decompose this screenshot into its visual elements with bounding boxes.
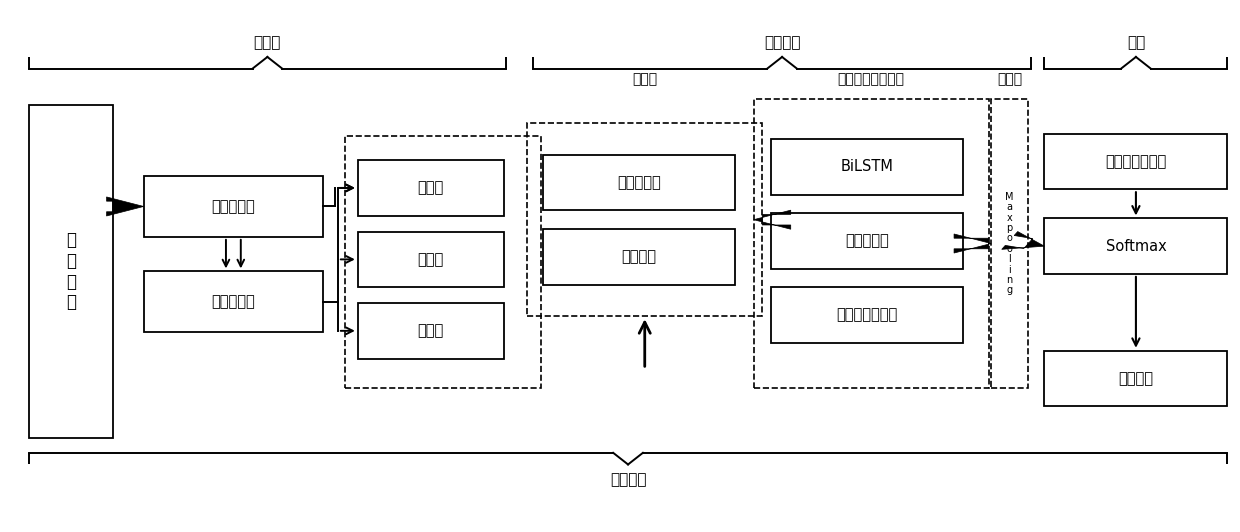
Text: M
a
x
p
o
o
l
i
n
g: M a x p o o l i n g	[1006, 192, 1014, 295]
Text: 位置向量: 位置向量	[621, 249, 657, 264]
Text: 分类: 分类	[1127, 36, 1145, 51]
FancyBboxPatch shape	[771, 139, 962, 195]
FancyBboxPatch shape	[771, 287, 962, 343]
Text: BiLSTM: BiLSTM	[841, 159, 893, 174]
Text: 构建事件对: 构建事件对	[212, 294, 255, 309]
Text: 测试集: 测试集	[418, 252, 444, 267]
Polygon shape	[754, 210, 791, 229]
FancyBboxPatch shape	[1044, 218, 1228, 274]
FancyBboxPatch shape	[357, 303, 503, 359]
Text: 训练集: 训练集	[418, 180, 444, 195]
Text: 验证集: 验证集	[418, 323, 444, 338]
FancyBboxPatch shape	[144, 271, 324, 332]
FancyBboxPatch shape	[771, 213, 962, 269]
Text: 双向交叉注意力层: 双向交叉注意力层	[838, 72, 905, 86]
Text: 模型构建: 模型构建	[764, 36, 800, 51]
FancyBboxPatch shape	[543, 229, 735, 285]
FancyBboxPatch shape	[1044, 351, 1228, 406]
FancyBboxPatch shape	[543, 155, 735, 211]
Text: 注意力机制: 注意力机制	[844, 234, 889, 248]
FancyBboxPatch shape	[144, 176, 324, 237]
FancyBboxPatch shape	[1044, 134, 1228, 189]
Text: 筛选，标记: 筛选，标记	[212, 199, 255, 214]
FancyBboxPatch shape	[357, 231, 503, 287]
Text: 编码层: 编码层	[632, 72, 657, 86]
Text: 语
料
收
集: 语 料 收 集	[66, 231, 76, 312]
Text: Softmax: Softmax	[1106, 239, 1167, 254]
Text: 池化层: 池化层	[997, 72, 1022, 86]
Text: 交叉注意力机制: 交叉注意力机制	[836, 307, 898, 322]
Text: 识别结果: 识别结果	[1118, 371, 1153, 386]
Text: 识别过程: 识别过程	[610, 472, 646, 487]
Text: 事件间规则特征: 事件间规则特征	[1105, 154, 1167, 169]
Polygon shape	[954, 234, 991, 253]
Text: 双语词向量: 双语词向量	[618, 175, 661, 190]
Polygon shape	[1002, 231, 1044, 250]
Text: 预处理: 预处理	[254, 36, 281, 51]
FancyBboxPatch shape	[29, 105, 113, 438]
Polygon shape	[107, 197, 144, 216]
FancyBboxPatch shape	[357, 160, 503, 215]
